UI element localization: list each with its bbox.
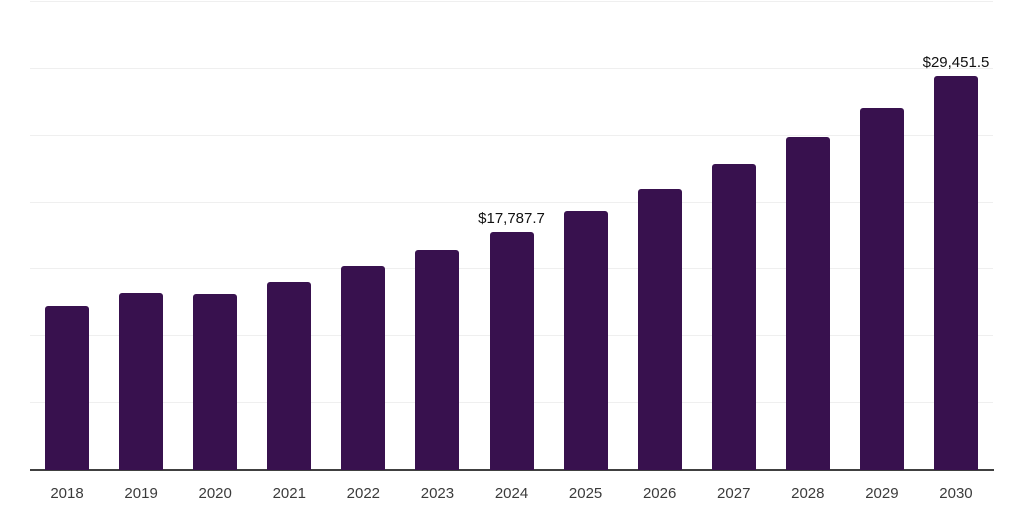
x-tick-label-2026: 2026 — [642, 485, 677, 502]
bar-column-2022 — [326, 2, 400, 470]
x-tick-label-2027: 2027 — [717, 485, 751, 502]
bar-2026 — [637, 188, 682, 470]
x-tick-label-2019: 2019 — [124, 485, 158, 502]
data-label-2030: $29,451.5 — [922, 54, 990, 72]
x-tick-label-2028: 2028 — [791, 485, 825, 502]
gridline-25000 — [30, 134, 993, 136]
bar-2018 — [45, 305, 90, 470]
plot-area: $17,787.7 $29,451.5 — [30, 1, 994, 471]
bar-column-2026 — [623, 2, 697, 470]
bar-column-2023 — [400, 2, 474, 470]
bar-2030 — [933, 76, 978, 470]
bar-column-2020 — [178, 2, 252, 470]
bar-2027 — [711, 163, 756, 470]
bar-2023 — [415, 250, 460, 470]
x-tick-label-2029: 2029 — [865, 485, 899, 502]
bar-2019 — [119, 293, 164, 470]
bar-2022 — [341, 265, 386, 470]
x-tick-label-2021: 2021 — [272, 485, 306, 502]
bar-2028 — [785, 137, 830, 470]
bar-column-2027 — [697, 2, 771, 470]
bar-column-2028 — [771, 2, 845, 470]
data-label-2024: $17,787.7 — [478, 210, 545, 228]
x-axis-line — [30, 469, 994, 471]
bar-column-2024: $17,787.7 — [474, 2, 548, 470]
bar-column-2018 — [30, 2, 104, 470]
x-tick-label-2023: 2023 — [420, 485, 455, 502]
bar-2025 — [563, 211, 608, 470]
x-tick-label-2018: 2018 — [50, 485, 84, 502]
x-tick-label-2024: 2024 — [494, 485, 529, 502]
gridline-30000 — [30, 67, 993, 69]
x-tick-label-2030: 2030 — [939, 485, 973, 502]
bar-column-2025 — [549, 2, 623, 470]
bar-column-2030: $29,451.5 — [919, 2, 993, 470]
x-tick-label-2020: 2020 — [198, 485, 232, 502]
bar-2021 — [267, 282, 312, 470]
x-axis-labels: 2018 2019 2020 2021 2022 2023 2024 2025 2026 2027… — [30, 485, 993, 502]
bar-column-2021 — [252, 2, 326, 470]
bar-2020 — [193, 293, 238, 470]
bar-2024 — [489, 232, 534, 470]
gridline-35000 — [30, 1, 993, 2]
bar-2029 — [859, 107, 904, 470]
x-tick-label-2025: 2025 — [568, 485, 603, 502]
bar-column-2019 — [104, 2, 178, 470]
gridline-20000 — [30, 201, 993, 203]
bar-column-2029 — [845, 2, 919, 470]
x-tick-label-2022: 2022 — [346, 485, 381, 502]
bars-layer: $17,787.7 $29,451.5 — [30, 2, 993, 470]
